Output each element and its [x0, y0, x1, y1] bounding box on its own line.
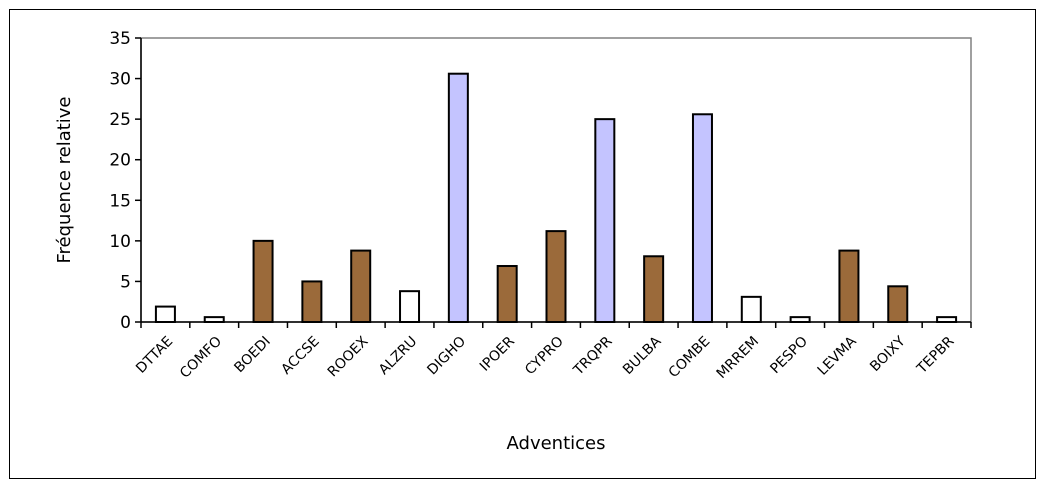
x-tick-label: LEVMA: [815, 333, 860, 378]
x-tick-label: DTTAE: [133, 334, 176, 377]
y-axis-title: Fréquence relative: [54, 96, 75, 263]
x-tick-label: PESPO: [767, 334, 811, 378]
x-tick-label: TRQPR: [570, 333, 616, 379]
x-tick-label: DIGHO: [424, 334, 469, 379]
bar-alzru: [399, 290, 421, 323]
x-tick-label: CYPRO: [522, 334, 567, 379]
x-tick-label: IPOER: [477, 333, 518, 374]
bar-trqpr: [594, 118, 616, 324]
bar-mrrem: [740, 295, 762, 323]
x-tick-label: ALZRU: [376, 334, 421, 379]
bar-combe: [691, 113, 713, 323]
bar-boedi: [252, 239, 274, 324]
bar-bulba: [643, 255, 665, 324]
x-tick-label: BULBA: [620, 333, 665, 378]
x-tick-label: BOIXY: [867, 333, 909, 375]
y-axis: 0 5 10 15 20 25 30 35: [109, 29, 142, 333]
x-tick-label: MRREM: [714, 334, 762, 382]
bar-rooex: [350, 249, 372, 323]
y-tick-label: 15: [109, 191, 131, 211]
bar-levma: [838, 249, 860, 323]
bar-ipoer: [496, 265, 518, 323]
bar-accse: [301, 280, 323, 323]
x-tick-label: BOEDI: [231, 334, 274, 377]
y-tick-label: 20: [109, 151, 131, 171]
x-tick-label: COMFO: [177, 334, 225, 382]
x-axis-title: Adventices: [507, 433, 606, 454]
bar-cypro: [545, 230, 567, 323]
bar-digho: [447, 72, 469, 324]
y-tick-label: 25: [109, 110, 131, 130]
bar-chart: 0 5 10 15 20 25 30 35 DTTAE COMFO BOEDI ACCSE ROOEX…: [54, 29, 972, 454]
bar-boixy: [887, 285, 909, 324]
y-tick-label: 30: [109, 70, 131, 90]
y-tick-label: 35: [109, 29, 131, 49]
y-tick-label: 0: [120, 313, 131, 333]
x-tick-label: TEPBR: [913, 333, 957, 377]
x-tick-label: ROOEX: [325, 333, 372, 380]
x-tick-label: ACCSE: [278, 334, 322, 378]
x-axis: DTTAE COMFO BOEDI ACCSE ROOEX ALZRU DIGHO IPOER…: [133, 321, 972, 382]
bar-dttae: [154, 305, 176, 323]
y-tick-label: 10: [109, 232, 131, 252]
x-tick-label: COMBE: [666, 334, 714, 382]
chart-frame: 0 5 10 15 20 25 30 35 DTTAE COMFO BOEDI ACCSE ROOEX…: [9, 9, 1036, 479]
y-tick-label: 5: [120, 272, 131, 292]
